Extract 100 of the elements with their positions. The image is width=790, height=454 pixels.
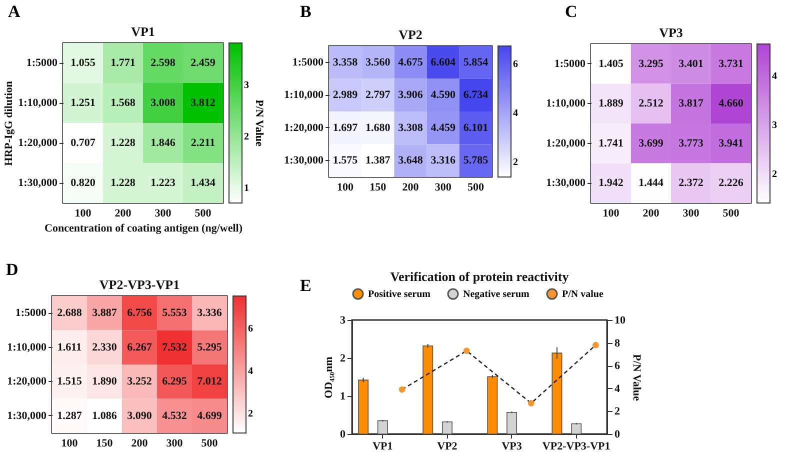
point xyxy=(463,348,470,354)
x-tick-label: 100 xyxy=(337,182,354,194)
point xyxy=(592,342,599,348)
data-label: 3.090 xyxy=(127,410,152,422)
color-bar-label: 2 xyxy=(513,156,518,168)
y-tick-label: 1:30,000 xyxy=(284,154,324,167)
data-label: 4.590 xyxy=(430,89,456,102)
data-label: 3.252 xyxy=(127,376,152,388)
y-axis-title: OD₄₅₀nm xyxy=(323,356,335,398)
y2-tick-label: 0 xyxy=(614,428,620,440)
text: B xyxy=(300,2,312,22)
x-tick-label: 300 xyxy=(434,182,452,194)
data-label: 3.887 xyxy=(92,307,118,320)
data-label: 3.336 xyxy=(197,307,222,320)
data-label: 7.532 xyxy=(162,341,188,354)
data-label: 2.211 xyxy=(190,137,216,149)
data-label: 4.699 xyxy=(197,410,222,422)
color-bar-label: 4 xyxy=(248,366,253,378)
data-label: 5.553 xyxy=(162,307,188,320)
data-label: 3.731 xyxy=(718,58,744,70)
y2-tick-label: 2 xyxy=(614,406,620,418)
data-label: 5.295 xyxy=(197,341,222,354)
data-label: 3.358 xyxy=(332,56,358,68)
data-label: 3.906 xyxy=(398,89,424,102)
bar xyxy=(442,421,452,434)
text: D xyxy=(6,260,18,280)
data-label: 1.846 xyxy=(150,137,176,149)
legend-label: Positive serum xyxy=(368,289,432,300)
chart-title: VP3 xyxy=(659,25,684,40)
text: E xyxy=(300,276,312,296)
data-label: 6.604 xyxy=(430,56,456,68)
y-tick-label: 1:30,000 xyxy=(7,410,47,422)
y-tick-label: 1:10,000 xyxy=(284,89,324,102)
color-bar-label: 2 xyxy=(772,168,777,180)
y-tick-label: 1:20,000 xyxy=(546,137,586,150)
data-label: 3.817 xyxy=(678,98,704,110)
y2-tick-label: 8 xyxy=(614,337,620,350)
data-label: 1.515 xyxy=(57,376,82,388)
data-label: 6.734 xyxy=(463,89,489,102)
y-tick-label: 0 xyxy=(340,428,346,440)
data-label: 3.295 xyxy=(638,58,664,70)
data-label: 3.941 xyxy=(718,137,744,150)
x-tick-label: 300 xyxy=(166,438,184,450)
data-label: 1.287 xyxy=(57,410,82,422)
bar xyxy=(571,423,582,434)
y-tick-label: 1:5000 xyxy=(292,56,324,68)
y-tick-label: 1:10,000 xyxy=(546,98,586,110)
y2-tick-label: 4 xyxy=(614,382,620,395)
x-tick-label: VP3 xyxy=(502,440,522,452)
y-tick-label: 1:5000 xyxy=(15,307,47,320)
y-tick-label: 3 xyxy=(340,314,346,326)
data-label: 1.611 xyxy=(57,341,82,354)
data-label: 2.598 xyxy=(150,57,176,69)
data-label: 1.771 xyxy=(110,57,136,69)
x-tick-label: 150 xyxy=(370,182,387,194)
data-label: 3.648 xyxy=(398,154,424,167)
data-label: 1.228 xyxy=(110,177,136,189)
data-label: 2.989 xyxy=(332,89,358,102)
data-label: 6.267 xyxy=(127,341,152,354)
color-bar-label: 4 xyxy=(513,108,518,119)
color-bar-label: 1 xyxy=(244,182,249,194)
data-label: 2.797 xyxy=(366,89,391,102)
x-tick-label: VP2-VP3-VP1 xyxy=(542,440,610,452)
data-label: 4.532 xyxy=(162,410,188,422)
color-bar-label: 6 xyxy=(248,324,253,335)
chart-title: VP1 xyxy=(131,24,155,39)
data-label: 6.295 xyxy=(162,376,188,388)
data-label: 2.688 xyxy=(57,307,82,320)
y-tick-label: 1:5000 xyxy=(26,57,58,69)
bar xyxy=(358,380,369,434)
data-label: 5.854 xyxy=(463,56,489,68)
data-label: 0.820 xyxy=(70,177,96,189)
data-label: 2.372 xyxy=(678,177,704,190)
data-label: 1.251 xyxy=(70,97,96,109)
y-tick-label: 1:30,000 xyxy=(18,177,58,189)
color-bar-label: 3 xyxy=(244,80,249,91)
x-tick-label: VP2 xyxy=(437,440,458,452)
color-bar-label: 3 xyxy=(772,120,777,132)
data-label: 3.773 xyxy=(678,137,704,150)
x-tick-label: 300 xyxy=(682,208,700,220)
color-bar-label: 4 xyxy=(772,71,777,82)
data-label: 4.660 xyxy=(718,98,744,110)
y2-axis-title: P/N Value xyxy=(630,354,642,401)
data-label: 5.785 xyxy=(463,154,489,167)
x-tick-label: 100 xyxy=(602,208,620,220)
x-tick-label: 150 xyxy=(96,438,114,450)
bar xyxy=(377,420,388,434)
data-label: 2.459 xyxy=(190,57,216,69)
y-tick-label: 1:20,000 xyxy=(284,122,324,134)
x-tick-label: 500 xyxy=(467,182,484,194)
y-tick-label: 1:10,000 xyxy=(7,341,47,354)
data-label: 1.575 xyxy=(332,154,358,167)
y-tick-label: 1:20,000 xyxy=(7,376,47,388)
y-tick-label: 1:10,000 xyxy=(18,97,58,109)
data-label: 1.697 xyxy=(332,122,358,134)
point xyxy=(528,400,534,406)
chart-title: VP2-VP3-VP1 xyxy=(99,277,180,292)
data-label: 1.228 xyxy=(110,137,136,149)
text: A xyxy=(8,2,20,22)
x-tick-label: 100 xyxy=(74,208,92,220)
